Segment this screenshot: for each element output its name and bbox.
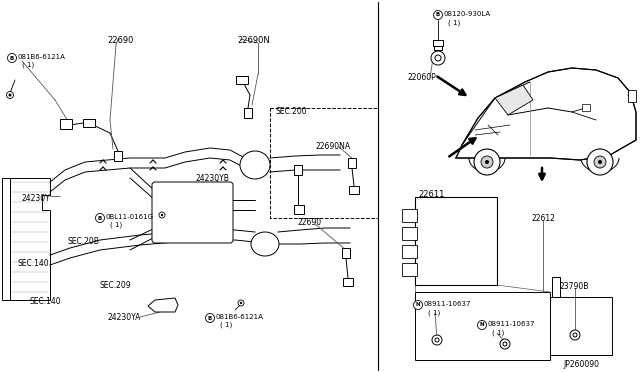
Text: ( 1): ( 1) [492,329,504,336]
Circle shape [474,149,500,175]
Circle shape [503,342,507,346]
Circle shape [431,51,445,65]
Circle shape [95,214,104,222]
Bar [434,46,442,50]
Circle shape [594,156,606,168]
Text: 08911-10637: 08911-10637 [424,301,472,307]
Circle shape [238,300,244,306]
Text: N: N [416,302,420,308]
Text: 081B6-6121A: 081B6-6121A [216,314,264,320]
Bar [343,278,353,286]
Text: 22690N: 22690N [237,36,269,45]
Circle shape [240,302,242,304]
Bar [628,90,636,102]
Bar [402,227,417,240]
Text: 08911-10637: 08911-10637 [488,321,536,327]
Circle shape [433,10,442,19]
Text: 081B6-6121A: 081B6-6121A [18,54,66,60]
FancyBboxPatch shape [270,108,378,218]
Circle shape [598,160,602,164]
Circle shape [477,321,486,330]
Text: SEC.209: SEC.209 [100,281,132,290]
Text: SEC.20B: SEC.20B [68,237,100,246]
Text: ( 1): ( 1) [22,62,35,68]
Circle shape [485,160,489,164]
Bar [550,297,612,355]
Circle shape [413,301,422,310]
Bar [433,40,443,46]
Bar [83,119,95,127]
Bar [348,158,356,168]
Polygon shape [8,178,50,300]
Bar [415,292,550,360]
Text: SEC.140: SEC.140 [30,297,61,306]
Text: 22612: 22612 [532,214,556,223]
Bar [582,104,590,111]
Text: SEC.140: SEC.140 [18,259,50,268]
FancyBboxPatch shape [152,182,233,243]
Text: ( 1): ( 1) [220,322,232,328]
Bar [552,277,560,297]
Text: ( 1): ( 1) [428,309,440,315]
Text: 22611: 22611 [418,190,444,199]
Bar [294,205,304,214]
Bar [244,108,252,118]
Text: ( 1): ( 1) [448,19,460,26]
Bar [402,245,417,258]
Circle shape [205,314,214,323]
Bar [349,186,359,194]
Circle shape [587,149,613,175]
Circle shape [432,335,442,345]
Text: 22690NA: 22690NA [316,142,351,151]
Circle shape [500,339,510,349]
Text: 08120-930LA: 08120-930LA [444,11,491,17]
Text: 22060P: 22060P [408,73,436,82]
Circle shape [573,333,577,337]
Circle shape [435,55,441,61]
Circle shape [6,92,13,99]
Circle shape [8,54,17,62]
Bar [114,151,122,161]
Circle shape [161,214,163,216]
Text: N: N [480,323,484,327]
Polygon shape [495,85,533,115]
Bar [415,197,497,285]
Polygon shape [148,298,178,312]
Text: B: B [208,315,212,321]
Bar [342,248,350,258]
Text: B: B [436,13,440,17]
Circle shape [8,93,12,96]
Ellipse shape [251,232,279,256]
Text: 22690: 22690 [298,218,322,227]
Text: B: B [98,215,102,221]
Text: B: B [10,55,14,61]
Text: 0BL11-0161G: 0BL11-0161G [106,214,154,220]
Text: ( 1): ( 1) [110,222,122,228]
Text: SEC.200: SEC.200 [275,107,307,116]
Bar [402,263,417,276]
Ellipse shape [240,151,270,179]
Circle shape [159,212,165,218]
Polygon shape [456,68,636,160]
Text: 24230Y: 24230Y [22,194,51,203]
Text: 23790B: 23790B [560,282,589,291]
Bar [236,76,248,84]
Circle shape [435,338,439,342]
Bar [60,119,72,129]
Circle shape [481,156,493,168]
Text: 24230YB: 24230YB [196,174,230,183]
Bar [294,165,302,175]
Text: 24230YA: 24230YA [107,313,140,322]
Bar [402,209,417,222]
Text: 22690: 22690 [107,36,133,45]
Bar [2,178,10,300]
Circle shape [570,330,580,340]
Text: JP260090: JP260090 [563,360,599,369]
